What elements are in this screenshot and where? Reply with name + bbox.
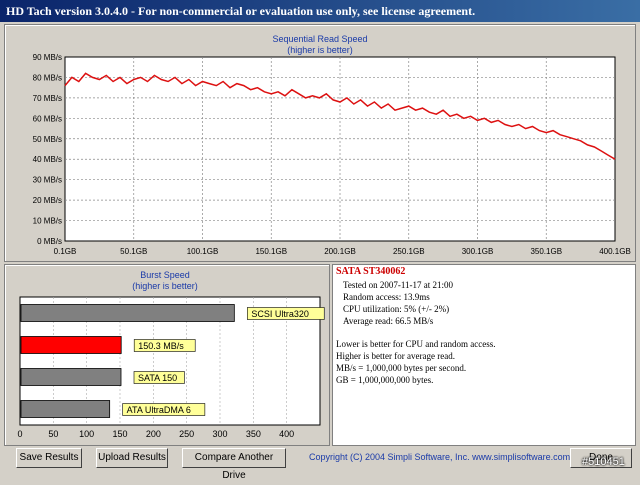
read-y-tick-label: 60 MB/s (33, 114, 62, 123)
burst-chart-title: Burst Speed (140, 270, 190, 280)
read-y-tick-label: 0 MB/s (37, 237, 62, 246)
tested-on-text: Tested on 2007-11-17 at 21:00 (343, 280, 454, 290)
read-chart: Sequential Read Speed (higher is better)… (33, 34, 631, 256)
burst-x-tick-label: 200 (146, 429, 161, 439)
burst-x-tick-label: 400 (279, 429, 294, 439)
burst-bar (20, 368, 122, 386)
read-chart-panel: Sequential Read Speed (higher is better)… (4, 24, 636, 262)
note-mbs: MB/s = 1,000,000 bytes per second. (336, 363, 467, 373)
read-y-tick-label: 90 MB/s (33, 53, 62, 62)
burst-bar-label: 150.3 MB/s (138, 341, 184, 351)
read-x-tick-label: 200.1GB (324, 247, 356, 256)
read-x-tick-label: 350.1GB (530, 247, 562, 256)
random-access-text: Random access: 13.9ms (343, 292, 430, 302)
average-read-text: Average read: 66.5 MB/s (343, 316, 434, 326)
burst-x-tick-label: 350 (246, 429, 261, 439)
read-chart-subtitle: (higher is better) (287, 45, 353, 55)
cpu-utilization-text: CPU utilization: 5% (+/- 2%) (343, 304, 450, 314)
done-button[interactable]: Done (570, 448, 632, 468)
burst-bar-label-box (133, 371, 185, 384)
burst-x-tick-label: 100 (79, 429, 94, 439)
burst-bar-label: SATA 150 (138, 373, 177, 383)
copyright-text: Copyright (C) 2004 Simpli Software, Inc.… (309, 452, 571, 462)
read-y-tick-label: 50 MB/s (33, 135, 62, 144)
burst-bar-label: ATA UltraDMA 6 (127, 405, 191, 415)
burst-bar (20, 304, 235, 322)
burst-bar-label-box (122, 403, 206, 416)
burst-bar (20, 400, 111, 418)
drive-name: SATA ST340062 (336, 266, 406, 277)
burst-x-tick-label: 150 (112, 429, 127, 439)
window-title: HD Tach version 3.0.4.0 - For non-commer… (0, 0, 640, 22)
note-cpu: Lower is better for CPU and random acces… (336, 339, 496, 349)
read-x-tick-label: 0.1GB (54, 247, 77, 256)
note-average: Higher is better for average read. (336, 351, 455, 361)
read-x-tick-label: 250.1GB (393, 247, 425, 256)
watermark-text: #510451 (582, 456, 625, 468)
burst-x-tick-label: 250 (179, 429, 194, 439)
read-y-tick-label: 40 MB/s (33, 155, 62, 164)
read-y-tick-label: 70 MB/s (33, 94, 62, 103)
burst-bar-label-box (247, 307, 325, 320)
burst-x-tick-label: 0 (17, 429, 22, 439)
read-y-tick-label: 10 MB/s (33, 217, 62, 226)
burst-bar-label: SCSI Ultra320 (251, 309, 309, 319)
read-y-tick-label: 30 MB/s (33, 176, 62, 185)
save-results-button[interactable]: Save Results (16, 448, 82, 468)
read-speed-line (64, 72, 616, 160)
read-y-tick-label: 20 MB/s (33, 196, 62, 205)
read-x-tick-label: 100.1GB (187, 247, 219, 256)
compare-drive-button[interactable]: Compare Another Drive (182, 448, 286, 481)
burst-bar (20, 336, 122, 354)
burst-bar-label-box (133, 339, 196, 352)
burst-x-tick-label: 300 (212, 429, 227, 439)
upload-results-button[interactable]: Upload Results (96, 448, 168, 468)
burst-chart-subtitle: (higher is better) (132, 281, 198, 291)
read-x-tick-label: 150.1GB (255, 247, 287, 256)
read-x-tick-label: 400.1GB (599, 247, 631, 256)
read-x-tick-label: 50.1GB (120, 247, 147, 256)
burst-x-tick-label: 50 (48, 429, 58, 439)
burst-chart: Burst Speed (higher is better) SCSI Ultr… (17, 270, 325, 439)
read-y-tick-label: 80 MB/s (33, 73, 62, 82)
read-chart-title: Sequential Read Speed (272, 34, 367, 44)
read-x-tick-label: 300.1GB (462, 247, 494, 256)
results-info-panel: SATA ST340062 Tested on 2007-11-17 at 21… (332, 264, 636, 446)
note-gb: GB = 1,000,000,000 bytes. (336, 375, 434, 385)
burst-chart-panel: Burst Speed (higher is better) SCSI Ultr… (4, 264, 330, 446)
